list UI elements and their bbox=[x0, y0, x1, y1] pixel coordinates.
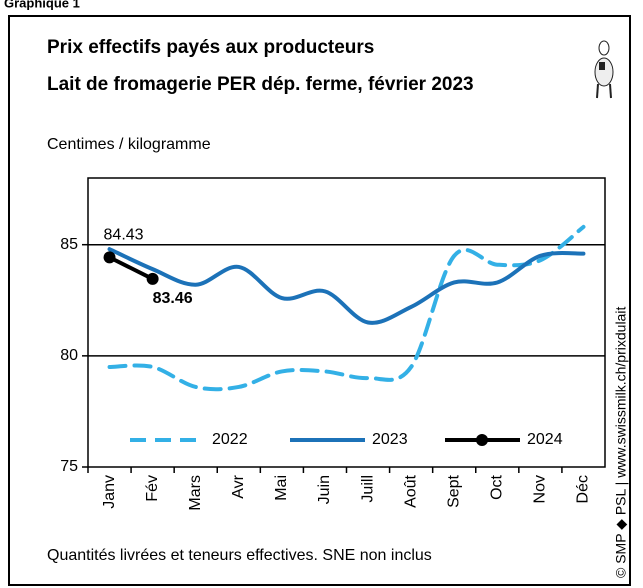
frame bbox=[8, 15, 631, 586]
x-tick-label: Oct bbox=[489, 474, 506, 499]
plot-area bbox=[87, 177, 606, 468]
x-tick-label: Mai bbox=[273, 475, 290, 501]
legend-marker bbox=[476, 434, 488, 446]
x-tick-label: Avr bbox=[230, 474, 247, 498]
x-tick-label: Janv bbox=[101, 475, 118, 509]
cow-icon bbox=[594, 40, 614, 99]
x-tick-label: Sept bbox=[445, 474, 462, 507]
x-tick-label: Août bbox=[402, 474, 419, 507]
legend-label: 2023 bbox=[372, 431, 408, 448]
data-label: 83.46 bbox=[153, 290, 193, 307]
legend-label: 2022 bbox=[212, 431, 248, 448]
chart-title: Lait de fromagerie PER dép. ferme, févri… bbox=[47, 74, 474, 95]
footnote: Quantités livrées et teneurs effectives.… bbox=[47, 547, 432, 564]
x-tick-label: Fév bbox=[144, 475, 161, 502]
y-tick-label: 80 bbox=[60, 347, 78, 364]
line bbox=[107, 224, 586, 392]
x-tick-label: Nov bbox=[532, 475, 549, 503]
heading: Graphique 1 bbox=[4, 0, 80, 10]
x-tick-label: Juill bbox=[359, 475, 376, 503]
source: © SMP ◆ PSL | www.swissmilk.ch/prixdulai… bbox=[613, 307, 629, 578]
marker bbox=[146, 272, 159, 285]
y-tick-label: 85 bbox=[60, 236, 78, 253]
x-tick-label: Mars bbox=[187, 475, 204, 511]
y-axis-label: Centimes / kilogramme bbox=[47, 136, 211, 153]
data-label: 84.43 bbox=[104, 227, 144, 244]
x-tick-label: Juin bbox=[316, 475, 333, 504]
x-tick-label: Déc bbox=[575, 475, 592, 503]
marker bbox=[103, 251, 116, 264]
chart-title: Prix effectifs payés aux producteurs bbox=[47, 37, 374, 58]
y-tick-label: 75 bbox=[60, 458, 78, 475]
line bbox=[107, 247, 586, 325]
legend-label: 2024 bbox=[527, 431, 563, 448]
